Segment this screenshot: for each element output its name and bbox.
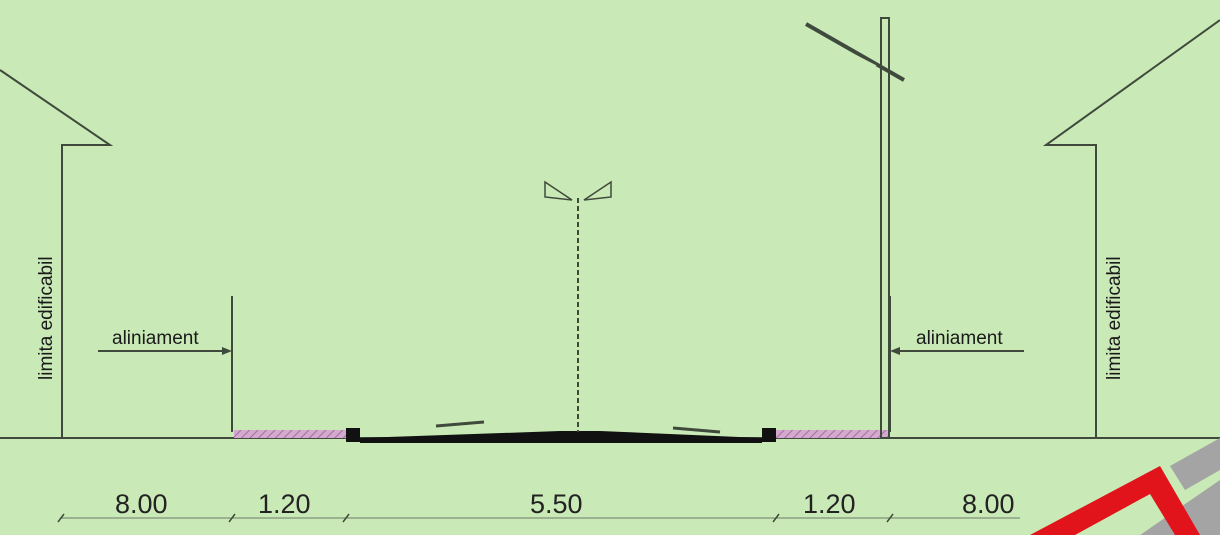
right-curb	[762, 428, 776, 442]
lamp-left-head	[544, 180, 573, 201]
utility-pole	[880, 17, 890, 439]
dim-setback-left: 8.00	[115, 489, 168, 519]
pole-crossarm	[805, 22, 905, 82]
alignment-left-label: aliniament	[112, 328, 199, 349]
corner-red-band	[1030, 466, 1200, 535]
dim-tick-3	[342, 513, 350, 523]
lamp-right-head	[583, 180, 612, 201]
right-sidewalk	[776, 430, 888, 438]
building-limit-right-label: limita edificabil	[1104, 256, 1125, 380]
right-building-outline	[1042, 19, 1220, 438]
dim-tick-5	[886, 513, 894, 523]
corner-gray-top	[1170, 438, 1220, 490]
lane-mark-right	[672, 426, 721, 434]
dim-sidewalk-left: 1.20	[258, 489, 311, 519]
dim-tick-2	[228, 513, 236, 523]
alignment-right-label: aliniament	[916, 328, 1003, 349]
dim-sidewalk-right: 1.20	[803, 489, 856, 519]
left-arrow-head	[222, 347, 232, 355]
dim-tick-1	[57, 513, 65, 523]
dim-tick-4	[772, 513, 780, 523]
lane-mark-left	[435, 420, 485, 428]
carriageway	[360, 431, 762, 443]
left-building-outline	[0, 69, 114, 438]
dim-setback-right: 8.00	[962, 489, 1015, 519]
pole-crossarm-inner	[817, 35, 877, 67]
right-arrow-head	[890, 347, 900, 355]
left-sidewalk	[234, 430, 346, 438]
dim-carriageway: 5.50	[530, 489, 583, 519]
building-limit-left-label: limita edificabil	[36, 256, 57, 380]
left-curb	[346, 428, 360, 442]
